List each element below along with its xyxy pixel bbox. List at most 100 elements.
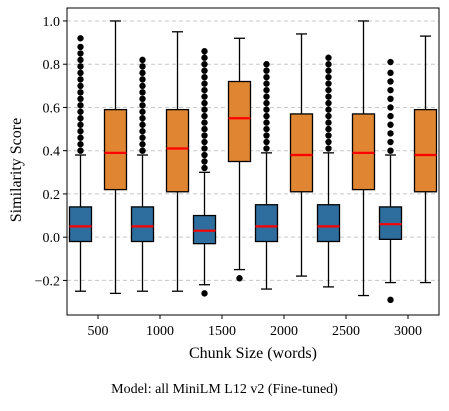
outlier-point — [77, 128, 84, 135]
box-1000-series-1 — [130, 56, 155, 292]
outlier-point — [387, 112, 394, 120]
outlier-point — [387, 78, 394, 85]
grid-lines — [67, 20, 439, 281]
outlier-point — [139, 102, 146, 109]
outlier-point — [325, 67, 332, 74]
outlier-point — [139, 147, 146, 154]
x-axis-label: Chunk Size (words) — [189, 345, 317, 362]
box-1000-series-2 — [165, 31, 190, 292]
outlier-point — [263, 132, 270, 139]
box-1500-series-1 — [192, 48, 217, 297]
outlier-point — [325, 125, 332, 133]
outlier-point — [139, 76, 146, 83]
outlier-point — [263, 93, 270, 100]
box-series — [68, 20, 438, 304]
outlier-point — [263, 106, 270, 113]
outlier-point — [263, 138, 270, 146]
outlier-point — [77, 134, 84, 141]
outlier-point — [201, 138, 208, 146]
outlier-point — [139, 69, 146, 77]
outlier-point — [263, 67, 270, 74]
y-axis-label: Similarity Score — [8, 118, 25, 222]
outlier-point — [387, 121, 394, 128]
outlier-point — [77, 56, 84, 64]
axis-ticks: −0.2 0.0 0.2 0.4 0.6 0.8 1.0 500 1000 1500 2000 250… — [35, 15, 422, 339]
outlier-point — [139, 121, 146, 128]
outlier-point — [139, 56, 146, 64]
outlier-point — [77, 50, 84, 57]
outlier-point — [201, 164, 208, 172]
outlier-point — [387, 104, 394, 111]
iqr-box — [289, 113, 314, 193]
outlier-point — [263, 80, 270, 87]
y-tick-label: 0.0 — [43, 231, 61, 246]
outlier-point — [139, 134, 146, 141]
box-2000-series-2 — [289, 33, 314, 277]
box-2500-series-1 — [316, 54, 341, 288]
iqr-box — [254, 204, 279, 243]
outlier-point — [236, 275, 243, 282]
outlier-point — [325, 73, 332, 81]
model-caption: Model: all MiniLM L12 v2 (Fine-tuned) — [111, 382, 338, 397]
outlier-point — [201, 93, 208, 100]
y-tick-label: −0.2 — [35, 274, 60, 289]
iqr-box — [316, 204, 341, 243]
outlier-point — [201, 106, 208, 113]
box-500-series-1 — [68, 35, 93, 292]
outlier-point — [325, 132, 332, 139]
outlier-point — [139, 115, 146, 122]
outlier-point — [77, 147, 84, 154]
outlier-point — [77, 108, 84, 115]
outlier-point — [77, 89, 84, 96]
outlier-point — [263, 119, 270, 126]
outlier-point — [139, 128, 146, 135]
outlier-point — [325, 112, 332, 120]
outlier-point — [139, 89, 146, 96]
plot-frame — [66, 7, 440, 316]
outlier-point — [263, 73, 270, 81]
outlier-point — [325, 80, 332, 87]
outlier-point — [77, 63, 84, 70]
outlier-point — [201, 125, 208, 133]
outlier-point — [201, 158, 208, 165]
outlier-point — [387, 95, 394, 103]
outlier-point — [77, 115, 84, 122]
box-2500-series-2 — [351, 20, 376, 297]
outlier-point — [77, 141, 84, 148]
box-3000-series-1 — [378, 58, 403, 304]
outlier-point — [201, 61, 208, 68]
outlier-point — [201, 67, 208, 74]
outlier-point — [325, 86, 332, 94]
outlier-point — [325, 93, 332, 100]
outlier-point — [387, 58, 394, 66]
outlier-point — [201, 290, 208, 297]
iqr-box — [103, 108, 128, 191]
outlier-point — [77, 95, 84, 103]
outlier-point — [263, 86, 270, 94]
x-tick-label: 1000 — [146, 324, 174, 339]
outlier-point — [387, 86, 394, 94]
outlier-point — [387, 147, 394, 154]
iqr-box — [165, 108, 190, 193]
outlier-point — [139, 141, 146, 148]
outlier-point — [201, 48, 208, 55]
outlier-point — [263, 61, 270, 68]
outlier-point — [263, 99, 270, 107]
outlier-point — [325, 54, 332, 61]
outlier-point — [201, 99, 208, 107]
outlier-point — [201, 151, 208, 159]
outlier-point — [263, 112, 270, 120]
box-1500-series-2 — [227, 37, 252, 282]
outlier-point — [387, 138, 394, 146]
outlier-point — [77, 82, 84, 90]
y-tick-label: 0.6 — [43, 101, 61, 116]
outlier-point — [325, 99, 332, 107]
outlier-point — [201, 112, 208, 120]
box-2000-series-1 — [254, 61, 279, 290]
y-tick-label: 0.4 — [43, 145, 61, 160]
outlier-point — [77, 76, 84, 83]
outlier-point — [263, 125, 270, 133]
iqr-box — [227, 80, 252, 163]
iqr-box — [68, 206, 93, 243]
y-tick-label: 0.8 — [43, 58, 61, 73]
